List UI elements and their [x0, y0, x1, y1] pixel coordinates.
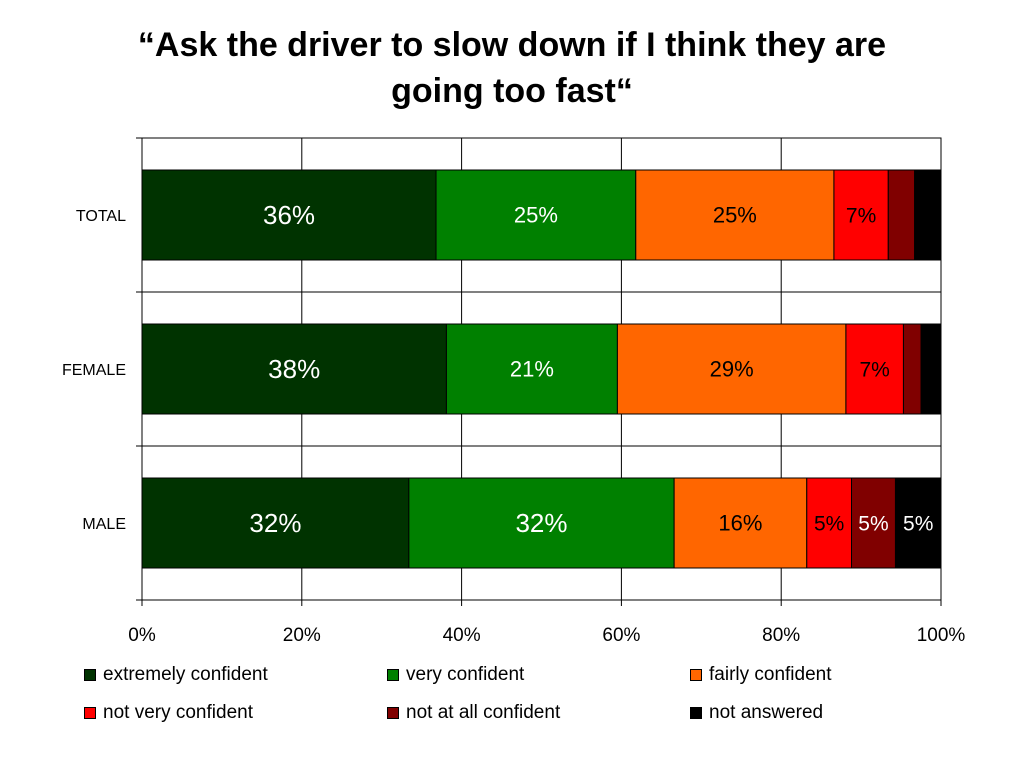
legend-label: not answered [709, 702, 824, 723]
data-label: 36% [263, 200, 315, 230]
x-tick-label: 20% [283, 625, 321, 646]
data-label: 32% [249, 508, 301, 538]
bar-segment [887, 169, 916, 261]
bar-segment [435, 169, 637, 261]
data-label: 5% [903, 512, 933, 535]
x-tick-label: 0% [128, 625, 156, 646]
legend-swatch [387, 707, 399, 719]
category-label: FEMALE [62, 362, 126, 379]
legend-swatch [690, 707, 702, 719]
bar-segment [894, 477, 942, 569]
bar-segment [141, 323, 447, 415]
legend-item: fairly confident [690, 664, 832, 686]
legend-item: extremely confident [84, 664, 268, 686]
x-tick-label: 40% [443, 625, 481, 646]
legend-label: extremely confident [103, 664, 268, 685]
legend-item: very confident [387, 664, 524, 686]
data-label: 25% [713, 203, 757, 228]
x-tick-label: 80% [762, 625, 800, 646]
bar-segment [851, 477, 896, 569]
bar-segment [141, 169, 437, 261]
bar-segment [408, 477, 675, 569]
data-label: 32% [515, 508, 567, 538]
data-label: 25% [514, 203, 558, 228]
bar-segment [833, 169, 889, 261]
bar-segment [673, 477, 808, 569]
data-label: 21% [510, 357, 554, 382]
data-label: 7% [846, 204, 876, 227]
data-label: 16% [718, 511, 762, 536]
legend-swatch [84, 669, 96, 681]
legend-swatch [84, 707, 96, 719]
legend-label: not very confident [103, 702, 253, 723]
bar-segment [806, 477, 853, 569]
bar-segment [445, 323, 618, 415]
bar-segment [920, 323, 942, 415]
x-tick-label: 60% [602, 625, 640, 646]
bar-segment [914, 169, 942, 261]
category-label: MALE [82, 516, 126, 533]
legend-item: not answered [690, 702, 823, 724]
chart-title: “Ask the driver to slow down if I think … [0, 22, 1024, 114]
data-label: 5% [814, 512, 844, 535]
x-tick-label: 100% [917, 625, 966, 646]
legend-item: not very confident [84, 702, 253, 724]
data-label: 5% [858, 512, 888, 535]
bar-segment [616, 323, 847, 415]
legend-label: very confident [406, 664, 525, 685]
bar-segment [902, 323, 922, 415]
data-label: 7% [860, 358, 890, 381]
bar-segment [635, 169, 835, 261]
chart-title-line-2: going too fast“ [391, 72, 633, 110]
category-label: TOTAL [76, 208, 126, 225]
legend-label: fairly confident [709, 664, 832, 685]
legend-swatch [387, 669, 399, 681]
legend-swatch [690, 669, 702, 681]
legend-item: not at all confident [387, 702, 560, 724]
bar-segment [141, 477, 410, 569]
chart-title-line-1: “Ask the driver to slow down if I think … [137, 26, 887, 64]
data-label: 29% [710, 357, 754, 382]
data-label: 38% [268, 354, 320, 384]
legend-label: not at all confident [406, 702, 561, 723]
